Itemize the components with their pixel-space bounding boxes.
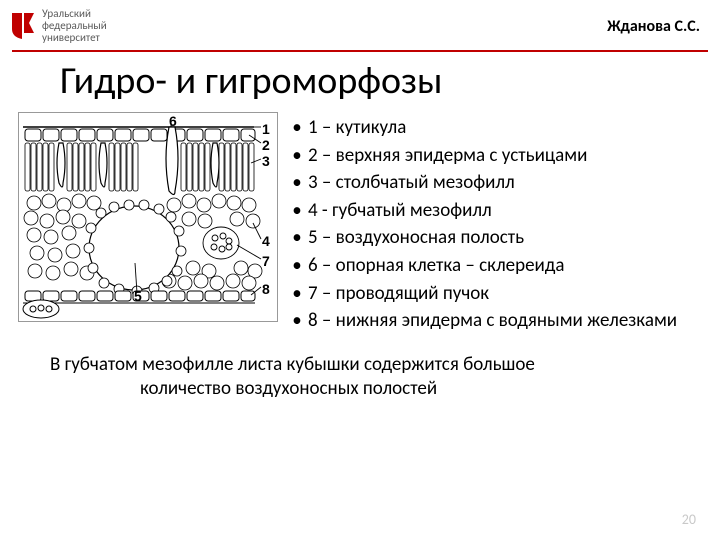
legend-item: •4 - губчатый мезофилл: [286, 197, 708, 225]
legend-text: 8 – нижняя эпидерма с водяными железками: [308, 307, 677, 335]
diagram-label: 5: [134, 288, 142, 304]
legend-item: •3 – столбчатый мезофилл: [286, 169, 708, 197]
logo-text: Уральский федеральный университет: [42, 8, 107, 44]
author-name: Жданова С.С.: [607, 17, 700, 36]
bullet-icon: •: [286, 169, 308, 197]
diagram-label: 8: [262, 281, 270, 297]
content-row: 61234785 •1 – кутикула•2 – верхняя эпиде…: [0, 112, 720, 334]
legend-item: •1 – кутикула: [286, 114, 708, 142]
diagram-label: 4: [262, 233, 270, 249]
legend-text: 6 – опорная клетка – склереида: [308, 252, 565, 280]
header: Уральский федеральный университет Жданов…: [0, 0, 720, 48]
bullet-icon: •: [286, 224, 308, 252]
bullet-icon: •: [286, 142, 308, 170]
legend-text: 5 – воздухоносная полость: [308, 224, 524, 252]
legend-text: 4 - губчатый мезофилл: [308, 197, 492, 225]
diagram-label: 1: [262, 121, 270, 137]
page-number: 20: [682, 511, 696, 528]
diagram-label: 6: [169, 113, 177, 129]
legend-text: 7 – проводящий пучок: [308, 280, 489, 308]
diagram-label: 3: [262, 153, 270, 169]
diagram-label: 7: [262, 253, 270, 269]
legend-item: •2 – верхняя эпидерма с устьицами: [286, 142, 708, 170]
legend-list: •1 – кутикула•2 – верхняя эпидерма с уст…: [286, 112, 708, 334]
legend-item: •7 – проводящий пучок: [286, 280, 708, 308]
legend-text: 3 – столбчатый мезофилл: [308, 169, 515, 197]
university-logo: Уральский федеральный университет: [10, 8, 107, 44]
legend-text: 2 – верхняя эпидерма с устьицами: [308, 142, 587, 170]
bullet-icon: •: [286, 280, 308, 308]
page-title: Гидро- и гигроморфозы: [0, 52, 720, 112]
bullet-icon: •: [286, 307, 308, 335]
legend-item: •5 – воздухоносная полость: [286, 224, 708, 252]
bullet-icon: •: [286, 252, 308, 280]
caption-line1: В губчатом мезофилле листа кубышки содер…: [50, 353, 680, 378]
caption-line2: количество воздухоносных полостей: [50, 377, 680, 402]
legend-item: •6 – опорная клетка – склереида: [286, 252, 708, 280]
logo-line3: университет: [42, 32, 107, 44]
bullet-icon: •: [286, 114, 308, 142]
leaf-cross-section-diagram: 6 123 4 7 8 5: [18, 112, 278, 322]
diagram-label: 2: [262, 137, 270, 153]
bullet-icon: •: [286, 197, 308, 225]
caption: В губчатом мезофилле листа кубышки содер…: [0, 335, 720, 402]
legend-item: •8 – нижняя эпидерма с водяными железкам…: [286, 307, 708, 335]
legend-text: 1 – кутикула: [308, 114, 406, 142]
logo-mark-icon: [10, 11, 36, 41]
